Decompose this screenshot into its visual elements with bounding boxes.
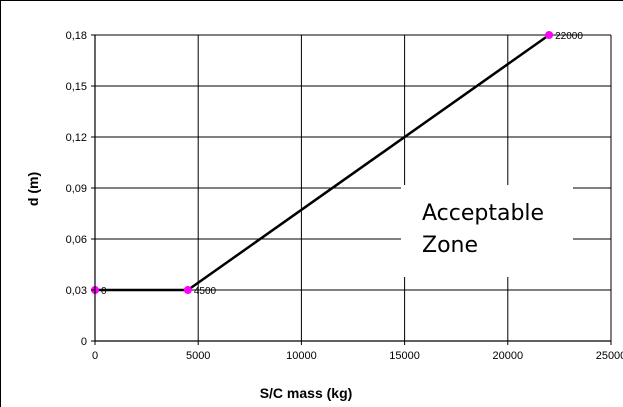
y-tick-label: 0 [81,336,87,348]
annotation-line-2: Zone [422,233,478,258]
y-axis-title: d (m) [25,172,41,206]
x-tick-label: 5000 [186,350,210,362]
x-tick-label: 20000 [493,350,524,362]
annotation-line-1: Acceptable [422,201,544,226]
y-tick-label: 0,03 [66,285,87,297]
y-tick-label: 0,06 [66,234,87,246]
label-layer: 0 4500 22000 [101,31,583,297]
annotation-background [401,185,573,277]
y-tick-label: 0,09 [66,183,87,195]
data-point-marker [183,285,192,294]
data-point-label: 0 [101,286,107,297]
data-point-marker [545,30,554,39]
x-tick-label: 0 [92,350,98,362]
y-tick-label: 0,15 [66,81,87,93]
y-tick-label: 0,18 [66,30,87,42]
data-point-label: 4500 [194,286,217,297]
data-point-label: 22000 [555,31,583,42]
acceptable-zone-annotation: Acceptable Zone [401,185,573,277]
x-tick-label: 15000 [389,350,420,362]
y-tick-label: 0,12 [66,132,87,144]
x-tick-label: 10000 [286,350,317,362]
x-axis-title: S/C mass (kg) [260,385,353,401]
